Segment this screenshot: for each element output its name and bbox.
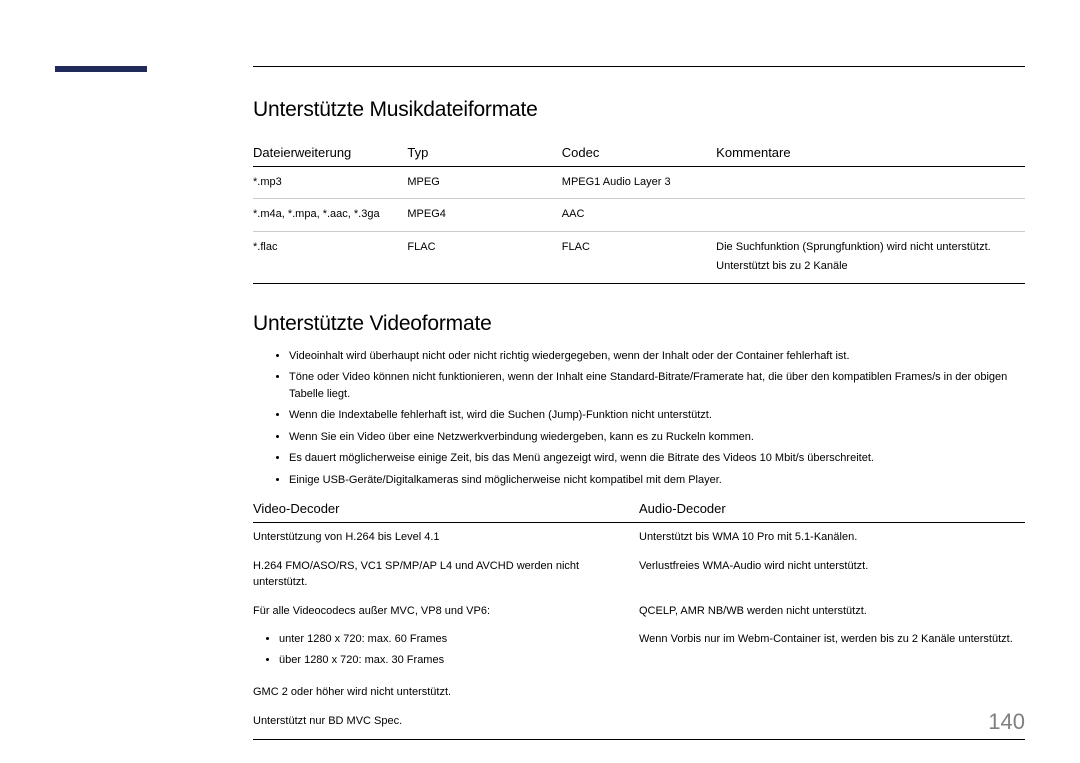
table-header-row: Video-Decoder Audio-Decoder — [253, 496, 1025, 523]
list-item: Töne oder Video können nicht funktionier… — [289, 369, 1025, 402]
cell-codec: AAC — [562, 199, 716, 231]
audio-decoder-cell: Wenn Vorbis nur im Webm-Container ist, w… — [639, 625, 1025, 678]
table-row: GMC 2 oder höher wird nicht unterstützt. — [253, 678, 1025, 707]
list-item: Wenn Sie ein Video über eine Netzwerkver… — [289, 429, 1025, 446]
list-item: Videoinhalt wird überhaupt nicht oder ni… — [289, 348, 1025, 365]
video-decoder-cell: GMC 2 oder höher wird nicht unterstützt. — [253, 678, 639, 707]
table-row: unter 1280 x 720: max. 60 Frames über 12… — [253, 625, 1025, 678]
audio-decoder-cell: Unterstützt bis WMA 10 Pro mit 5.1-Kanäl… — [639, 523, 1025, 552]
col-type: Typ — [407, 140, 561, 167]
cell-ext: *.mp3 — [253, 167, 407, 199]
cell-comment: Die Suchfunktion (Sprungfunktion) wird n… — [716, 231, 1025, 283]
video-decoder-cell: unter 1280 x 720: max. 60 Frames über 12… — [253, 625, 639, 678]
decoder-line: Unterstützung von H.264 bis Level 4.1 — [253, 529, 631, 546]
table-row: *.m4a, *.mpa, *.aac, *.3ga MPEG4 AAC — [253, 199, 1025, 231]
decoder-line: QCELP, AMR NB/WB werden nicht unterstütz… — [639, 603, 1017, 620]
video-heading: Unterstützte Videoformate — [253, 312, 1025, 336]
decoder-table: Video-Decoder Audio-Decoder Unterstützun… — [253, 496, 1025, 740]
music-heading: Unterstützte Musikdateiformate — [253, 98, 1025, 122]
decoder-line: GMC 2 oder höher wird nicht unterstützt. — [253, 684, 631, 701]
table-row: *.mp3 MPEG MPEG1 Audio Layer 3 — [253, 167, 1025, 199]
top-divider — [253, 66, 1025, 67]
col-audio-decoder: Audio-Decoder — [639, 496, 1025, 523]
cell-type: MPEG4 — [407, 199, 561, 231]
video-decoder-cell: Unterstützt nur BD MVC Spec. — [253, 707, 639, 740]
list-item: unter 1280 x 720: max. 60 Frames — [279, 631, 631, 649]
cell-comment — [716, 167, 1025, 199]
frame-list: unter 1280 x 720: max. 60 Frames über 12… — [253, 631, 631, 669]
audio-decoder-cell: Verlustfreies WMA-Audio wird nicht unter… — [639, 552, 1025, 597]
video-decoder-cell: Für alle Videocodecs außer MVC, VP8 und … — [253, 597, 639, 626]
cell-ext: *.flac — [253, 231, 407, 283]
decoder-line: Für alle Videocodecs außer MVC, VP8 und … — [253, 603, 631, 620]
list-item: Wenn die Indextabelle fehlerhaft ist, wi… — [289, 407, 1025, 424]
audio-decoder-cell: QCELP, AMR NB/WB werden nicht unterstütz… — [639, 597, 1025, 626]
comment-line: Unterstützt bis zu 2 Kanäle — [716, 259, 1025, 274]
table-header-row: Dateierweiterung Typ Codec Kommentare — [253, 140, 1025, 167]
table-row: Für alle Videocodecs außer MVC, VP8 und … — [253, 597, 1025, 626]
page-content: Unterstützte Musikdateiformate Dateierwe… — [253, 98, 1025, 740]
cell-ext: *.m4a, *.mpa, *.aac, *.3ga — [253, 199, 407, 231]
cell-comment — [716, 199, 1025, 231]
table-row: H.264 FMO/ASO/RS, VC1 SP/MP/AP L4 und AV… — [253, 552, 1025, 597]
list-item: Es dauert möglicherweise einige Zeit, bi… — [289, 450, 1025, 467]
list-item: über 1280 x 720: max. 30 Frames — [279, 652, 631, 670]
video-decoder-cell: Unterstützung von H.264 bis Level 4.1 — [253, 523, 639, 552]
cell-codec: FLAC — [562, 231, 716, 283]
table-row: Unterstützung von H.264 bis Level 4.1 Un… — [253, 523, 1025, 552]
table-row: Unterstützt nur BD MVC Spec. — [253, 707, 1025, 740]
chapter-marker-bar — [55, 66, 147, 72]
decoder-line: Unterstützt nur BD MVC Spec. — [253, 713, 631, 730]
cell-codec: MPEG1 Audio Layer 3 — [562, 167, 716, 199]
comment-line: Die Suchfunktion (Sprungfunktion) wird n… — [716, 240, 1025, 255]
col-video-decoder: Video-Decoder — [253, 496, 639, 523]
video-decoder-cell: H.264 FMO/ASO/RS, VC1 SP/MP/AP L4 und AV… — [253, 552, 639, 597]
video-notes-list: Videoinhalt wird überhaupt nicht oder ni… — [253, 348, 1025, 489]
page-number: 140 — [988, 709, 1025, 735]
cell-type: MPEG — [407, 167, 561, 199]
col-comments: Kommentare — [716, 140, 1025, 167]
decoder-line: Unterstützt bis WMA 10 Pro mit 5.1-Kanäl… — [639, 529, 1017, 546]
col-codec: Codec — [562, 140, 716, 167]
list-item: Einige USB-Geräte/Digitalkameras sind mö… — [289, 472, 1025, 489]
col-extension: Dateierweiterung — [253, 140, 407, 167]
table-row: *.flac FLAC FLAC Die Suchfunktion (Sprun… — [253, 231, 1025, 283]
music-formats-table: Dateierweiterung Typ Codec Kommentare *.… — [253, 140, 1025, 284]
decoder-line: Wenn Vorbis nur im Webm-Container ist, w… — [639, 631, 1017, 648]
cell-type: FLAC — [407, 231, 561, 283]
decoder-line: Verlustfreies WMA-Audio wird nicht unter… — [639, 558, 1017, 575]
decoder-line: H.264 FMO/ASO/RS, VC1 SP/MP/AP L4 und AV… — [253, 558, 631, 591]
